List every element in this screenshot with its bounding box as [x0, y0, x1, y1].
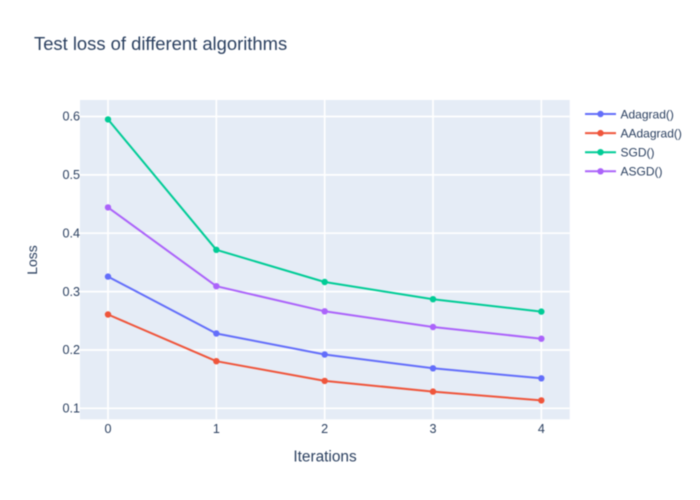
svg-text:AAdagrad(): AAdagrad() [621, 126, 682, 140]
svg-text:Test loss of different algorit: Test loss of different algorithms [34, 33, 287, 54]
svg-text:0.5: 0.5 [62, 168, 80, 182]
svg-text:1: 1 [213, 422, 220, 436]
svg-text:4: 4 [538, 422, 545, 436]
svg-text:2: 2 [321, 422, 328, 436]
svg-text:0.1: 0.1 [62, 402, 80, 416]
svg-text:SGD(): SGD() [621, 146, 655, 160]
svg-text:Loss: Loss [24, 245, 40, 275]
svg-text:Iterations: Iterations [293, 448, 357, 465]
svg-text:0.3: 0.3 [62, 285, 80, 299]
svg-text:Adagrad(): Adagrad() [621, 107, 674, 121]
svg-text:0.6: 0.6 [62, 110, 80, 124]
svg-text:0: 0 [104, 422, 111, 436]
svg-text:0.4: 0.4 [62, 226, 80, 240]
svg-text:3: 3 [429, 422, 436, 436]
svg-text:0.2: 0.2 [62, 343, 80, 357]
svg-text:ASGD(): ASGD() [621, 165, 663, 179]
